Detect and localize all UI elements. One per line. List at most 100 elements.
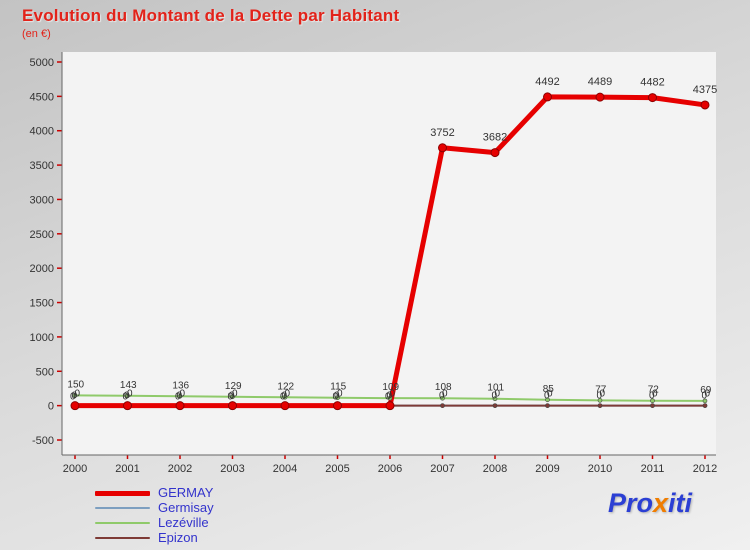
point-label-lezéville: 136: [172, 380, 189, 391]
point-label-germay: 3752: [430, 127, 454, 139]
point-germay: [333, 401, 342, 411]
point-label-epizon: 0: [652, 389, 658, 400]
point-label-epizon: 0: [337, 389, 343, 400]
point-label-germay: 4492: [535, 76, 559, 88]
point-germay: [648, 93, 657, 103]
point-lezéville: [597, 398, 603, 403]
x-tick-label: 2004: [273, 463, 297, 475]
point-label-lezéville: 129: [225, 381, 242, 392]
x-tick-label: 2008: [483, 463, 507, 475]
point-label-germay: 0: [332, 392, 338, 403]
legend-label: Lezéville: [158, 515, 209, 530]
point-germay: [700, 100, 710, 110]
point-label-germay: 0: [385, 392, 391, 403]
point-lezéville: [72, 393, 78, 398]
page-title: Evolution du Montant de la Dette par Hab…: [22, 6, 400, 25]
legend-label: GERMAY: [158, 485, 214, 500]
point-label-epizon: 0: [599, 389, 605, 400]
point-lezéville: [230, 394, 235, 400]
x-tick-label: 2009: [535, 463, 559, 475]
point-label-germisay: 0: [71, 391, 77, 402]
point-label-germay: 3682: [483, 132, 507, 144]
point-label-lezéville: 109: [382, 382, 399, 393]
point-label-lezéville: 85: [543, 384, 555, 395]
y-tick-label: 5000: [30, 57, 54, 69]
point-label-germisay: 0: [281, 391, 287, 402]
x-tick-label: 2003: [220, 463, 244, 475]
x-tick-label: 2007: [430, 463, 454, 475]
point-lezéville: [125, 393, 130, 399]
legend-swatch: [95, 522, 150, 524]
point-label-germay: 0: [122, 392, 128, 403]
point-germay: [543, 92, 552, 102]
point-label-germisay: 0: [124, 391, 130, 402]
plot-area: [62, 52, 716, 455]
point-label-epizon: 0: [704, 389, 710, 400]
y-tick-label: 2000: [30, 263, 54, 275]
point-label-germay: 0: [227, 392, 233, 403]
y-tick-label: -500: [32, 435, 54, 447]
y-tick-label: 3000: [30, 194, 54, 206]
point-label-germay: 0: [280, 392, 286, 403]
y-tick-label: 4500: [30, 91, 54, 103]
point-epizon: [545, 403, 550, 408]
point-germay: [490, 148, 500, 158]
legend-item-epizon: Epizon: [95, 531, 214, 545]
y-tick-label: 1500: [30, 298, 54, 310]
x-tick-label: 2000: [63, 463, 87, 475]
y-tick-label: 4000: [30, 126, 54, 138]
point-label-lezéville: 77: [595, 384, 607, 395]
legend-item-germay: GERMAY: [95, 486, 214, 500]
point-label-germay: 4375: [693, 84, 717, 96]
x-tick-label: 2012: [693, 463, 717, 475]
point-lezéville: [282, 394, 288, 400]
point-germay: [175, 401, 185, 411]
point-germay: [228, 401, 237, 411]
point-label-germay: 0: [70, 392, 76, 403]
point-epizon: [492, 403, 498, 408]
point-epizon: [702, 403, 708, 408]
point-label-lezéville: 101: [487, 383, 504, 394]
x-tick-label: 2002: [168, 463, 192, 475]
point-germay: [280, 401, 290, 411]
point-epizon: [440, 403, 445, 408]
point-label-epizon: 0: [494, 389, 500, 400]
point-label-germisay: 0: [596, 391, 602, 402]
legend-item-lezéville: Lezéville: [95, 516, 214, 530]
legend-swatch: [95, 490, 150, 496]
point-label-germisay: 0: [229, 391, 235, 402]
logo-part: x: [652, 488, 668, 518]
point-germay: [123, 401, 132, 411]
x-tick-label: 2011: [641, 463, 665, 475]
point-label-lezéville: 69: [700, 385, 712, 396]
legend-label: Epizon: [158, 530, 198, 545]
logo-part: Pro: [607, 488, 653, 518]
point-label-epizon: 0: [442, 389, 448, 400]
point-epizon: [597, 403, 603, 408]
point-lezéville: [492, 396, 498, 401]
y-tick-label: 3500: [30, 160, 54, 172]
legend-swatch: [95, 507, 150, 509]
chart-canvas: -500050010001500200025003000350040004500…: [30, 52, 717, 475]
legend-swatch: [95, 537, 150, 539]
y-tick-label: 500: [36, 366, 54, 378]
point-label-germisay: 0: [491, 391, 497, 402]
point-label-lezéville: 72: [648, 385, 660, 396]
point-label-lezéville: 115: [330, 382, 346, 393]
point-label-epizon: 0: [74, 389, 80, 400]
point-label-germisay: 0: [544, 391, 550, 402]
point-lezéville: [650, 398, 655, 403]
point-epizon: [650, 403, 655, 408]
point-label-germay: 4482: [640, 77, 664, 89]
x-tick-label: 2010: [588, 463, 612, 475]
point-label-lezéville: 143: [120, 380, 137, 391]
legend: GERMAY Germisay Lezéville Epizon: [95, 486, 214, 545]
point-lezéville: [387, 395, 393, 401]
point-lezéville: [177, 393, 183, 399]
point-germay: [438, 143, 447, 153]
point-label-lezéville: 150: [67, 379, 84, 390]
x-tick-label: 2001: [115, 463, 139, 475]
point-label-epizon: 0: [284, 389, 290, 400]
y-tick-label: 0: [48, 401, 54, 413]
point-label-germisay: 0: [701, 391, 707, 402]
